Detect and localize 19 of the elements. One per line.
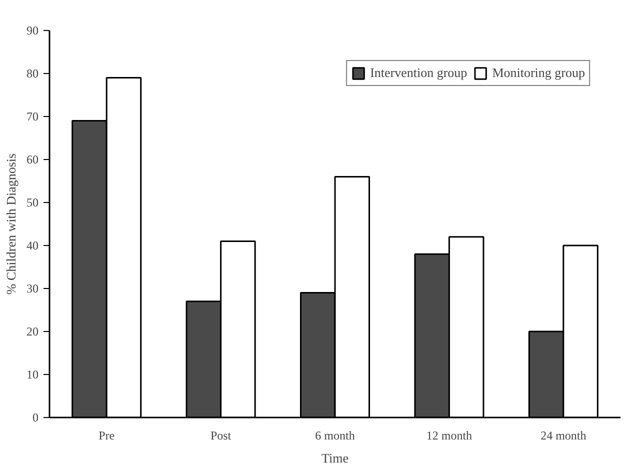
y-tick-label: 50 (26, 196, 38, 210)
legend-label: Intervention group (370, 65, 468, 81)
x-tick-label: Pre (98, 428, 115, 442)
y-axis-title: % Children with Diagnosis (4, 153, 18, 295)
y-tick-label: 80 (26, 66, 38, 80)
y-tick-label: 90 (26, 24, 38, 38)
y-tick-label: 30 (26, 282, 38, 296)
y-tick-label: 60 (26, 152, 38, 166)
y-tick-label: 40 (26, 238, 38, 252)
y-tick-label: 10 (26, 368, 38, 382)
x-tick-label: 24 month (540, 428, 586, 442)
x-tick-label: Post (210, 428, 232, 442)
x-tick-label: 12 month (426, 428, 472, 442)
y-tick-label: 20 (26, 324, 38, 338)
x-tick-label: 6 month (315, 428, 355, 442)
legend-label: Monitoring group (492, 65, 585, 81)
y-tick-label: 70 (26, 110, 38, 124)
x-axis-title: Time (322, 450, 349, 466)
y-tick-label: 0 (32, 410, 38, 424)
